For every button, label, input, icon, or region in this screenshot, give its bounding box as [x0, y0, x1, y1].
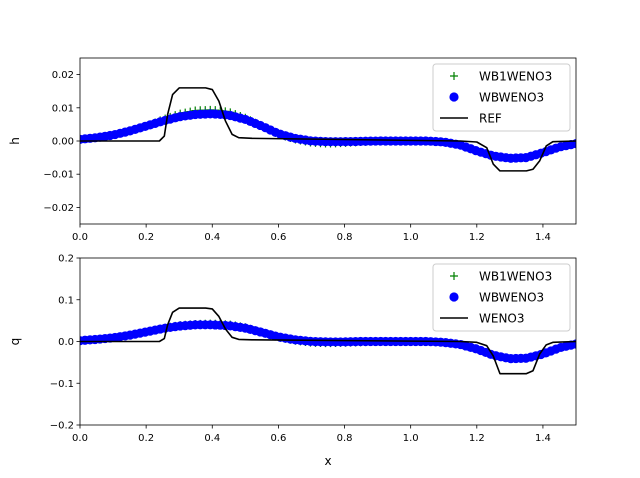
series-line [80, 307, 576, 375]
x-tick-label: 1.0 [403, 433, 419, 444]
legend-label: WB1WENO3 [479, 70, 552, 84]
legend-label: WBWENO3 [479, 291, 544, 305]
top-subplot-h: 0.0 0.2 0.4 0.6 0.8 1.0 1.2 1.4 0.02 0.01 0.00 −0.0… [8, 57, 577, 243]
series-wbweno3 [80, 109, 576, 163]
legend-label: WBWENO3 [479, 91, 544, 105]
x-tick-label: 1.2 [469, 232, 485, 243]
x-tick-label: 0.0 [72, 232, 88, 243]
x-tick-label: 0.8 [337, 232, 353, 243]
y-tick-label: −0.01 [43, 170, 74, 181]
y-axis-label: h [8, 137, 22, 145]
legend: WB1WENO3 WBWENO3 WENO3 [432, 263, 571, 332]
legend-box [432, 63, 571, 132]
x-tick-label: 1.4 [535, 232, 551, 243]
y-tick-label: 0.01 [52, 103, 74, 114]
y-tick-label: 0.0 [58, 337, 74, 348]
x-tick-label: 0.2 [138, 433, 154, 444]
series-wbweno3 [80, 320, 576, 364]
legend-label: REF [479, 112, 502, 126]
x-tick-label: 0.4 [204, 433, 220, 444]
y-tick-label: 0.1 [58, 295, 74, 306]
y-tick-label: −0.02 [43, 203, 74, 214]
y-axis-label: q [8, 338, 22, 346]
legend-plus-marker [450, 72, 458, 80]
x-tick-label: 0.0 [72, 433, 88, 444]
x-tick-label: 0.4 [204, 232, 220, 243]
legend-label: WENO3 [479, 312, 525, 326]
series-line [80, 87, 576, 172]
y-tick-label: 0.2 [58, 254, 74, 265]
y-tick-label: −0.2 [50, 421, 74, 432]
legend-circle-marker [449, 92, 459, 102]
x-tick-label: 0.2 [138, 232, 154, 243]
series-weno3 [80, 307, 576, 375]
x-axis-label: x [324, 454, 331, 468]
x-tick-label: 0.6 [270, 433, 286, 444]
legend-box [432, 263, 571, 332]
x-tick-label: 1.4 [535, 433, 551, 444]
plot-area: 0.0 0.2 0.4 0.6 0.8 1.0 1.2 1.4 0.02 0.01 0.00 −0.0… [8, 57, 577, 243]
legend: WB1WENO3 WBWENO3 REF [432, 63, 571, 132]
legend-plus-marker [450, 272, 458, 280]
y-tick-label: 0.00 [52, 137, 74, 148]
legend-circle-marker [449, 292, 459, 302]
x-tick-label: 0.8 [337, 433, 353, 444]
series-layer [80, 87, 576, 172]
series-layer [80, 307, 576, 375]
x-tick-label: 1.2 [469, 433, 485, 444]
y-tick-label: 0.02 [52, 70, 74, 81]
x-tick-label: 0.6 [270, 232, 286, 243]
series-ref [80, 87, 576, 172]
plot-area: 0.0 0.2 0.4 0.6 0.8 1.0 1.2 1.4 0.2 0.1 0.0 −0.1 −0.… [8, 254, 577, 468]
y-tick-label: −0.1 [50, 379, 74, 390]
bottom-subplot-q: 0.0 0.2 0.4 0.6 0.8 1.0 1.2 1.4 0.2 0.1 0.0 −0.1 −0.… [8, 254, 577, 468]
x-tick-label: 1.0 [403, 232, 419, 243]
legend-label: WB1WENO3 [479, 270, 552, 284]
